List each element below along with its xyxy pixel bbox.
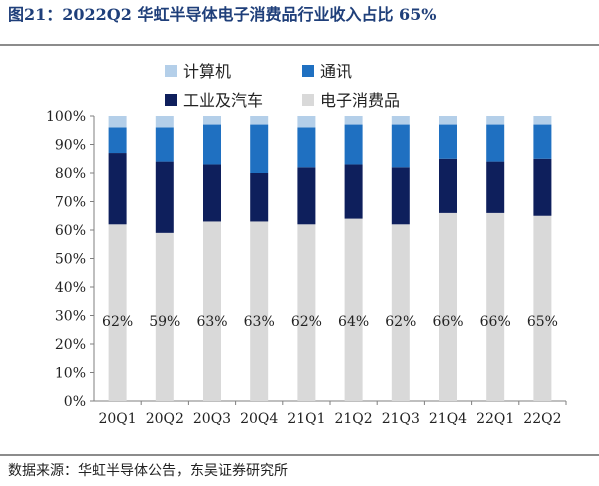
data-label: 62% — [102, 314, 133, 330]
bar-20q4-- — [250, 124, 269, 173]
source-note: 数据来源：华虹半导体公告，东吴证券研究所 — [8, 463, 288, 479]
bar-20q4-- — [250, 221, 269, 401]
x-tick-label: 21Q1 — [287, 411, 325, 427]
data-label: 62% — [385, 314, 416, 330]
bar-20q3-- — [203, 221, 221, 401]
bar-21q2-- — [344, 116, 363, 125]
bar-22q2-- — [533, 116, 552, 125]
legend-label: 通讯 — [320, 62, 352, 81]
chart-title: 图21：2022Q2 华虹半导体电子消费品行业收入占比 65% — [8, 5, 437, 24]
bar-21q3-- — [391, 116, 410, 125]
bar-21q4-- — [439, 158, 457, 213]
bar-21q1-- — [297, 127, 316, 168]
y-tick-label: 50% — [55, 252, 86, 268]
bar-20q2-- — [155, 127, 174, 162]
x-tick-label: 22Q2 — [523, 411, 561, 427]
legend-swatch — [302, 94, 314, 106]
bar-20q1-- — [108, 224, 127, 401]
bar-20q4-- — [250, 173, 269, 222]
x-tick-label: 20Q3 — [193, 411, 231, 427]
bar-22q2-- — [533, 124, 552, 159]
bars — [108, 116, 552, 401]
y-tick-label: 100% — [46, 109, 86, 125]
bar-21q4-- — [439, 124, 457, 159]
bar-21q4-- — [439, 116, 457, 125]
bar-22q2-- — [533, 215, 552, 401]
bar-20q4-- — [250, 116, 269, 125]
x-tick-label: 20Q4 — [240, 411, 278, 427]
data-label: 65% — [527, 314, 558, 330]
bar-20q1-- — [108, 153, 127, 225]
x-tick-label: 22Q1 — [476, 411, 514, 427]
x-tick-label: 21Q4 — [429, 411, 467, 427]
data-label: 62% — [291, 314, 322, 330]
bar-20q2-- — [155, 232, 174, 401]
bar-22q2-- — [533, 158, 552, 216]
bar-21q1-- — [297, 167, 316, 225]
legend-label: 计算机 — [183, 62, 231, 81]
legend-swatch — [165, 94, 177, 106]
x-tick-label: 20Q1 — [98, 411, 136, 427]
legend-label: 电子消费品 — [320, 91, 400, 110]
data-labels: 62% 59% 63% 63% 62% 64% 62% 66% 66% 65% — [102, 314, 558, 330]
x-tick-label: 21Q2 — [334, 411, 372, 427]
bar-20q3-- — [203, 116, 221, 125]
bar-20q3-- — [203, 124, 221, 165]
y-tick-label: 60% — [55, 223, 86, 239]
y-tick-label: 10% — [55, 366, 86, 382]
bar-22q1-- — [486, 212, 505, 401]
bottom-rule — [0, 454, 599, 456]
bar-21q1-- — [297, 116, 316, 128]
x-tick-label: 21Q3 — [382, 411, 420, 427]
y-tick-label: 30% — [55, 309, 86, 325]
legend-swatch — [165, 65, 177, 77]
bar-22q1-- — [486, 124, 505, 162]
y-tick-label: 70% — [55, 195, 86, 211]
y-tick-label: 40% — [55, 280, 86, 296]
bar-21q3-- — [391, 167, 410, 225]
data-label: 59% — [149, 314, 180, 330]
bar-20q2-- — [155, 116, 174, 128]
y-tick-label: 90% — [55, 138, 86, 154]
y-tick-label: 0% — [64, 394, 86, 410]
legend-swatch — [302, 65, 314, 77]
bar-21q2-- — [344, 164, 363, 219]
bar-20q2-- — [155, 161, 174, 233]
x-tick-label: 20Q2 — [146, 411, 184, 427]
y-tick-label: 80% — [55, 166, 86, 182]
data-label: 66% — [432, 314, 463, 330]
data-label: 63% — [244, 314, 275, 330]
bar-22q1-- — [486, 161, 505, 213]
bar-21q3-- — [391, 224, 410, 401]
bar-22q1-- — [486, 116, 505, 125]
axes: 0% 10% 20% 30% 40% 50% 60% 70% 80% 90% 100% 20Q1 20Q… — [46, 109, 567, 427]
top-rule — [0, 44, 599, 46]
data-label: 63% — [196, 314, 227, 330]
bar-21q3-- — [391, 124, 410, 168]
y-tick-label: 20% — [55, 337, 86, 353]
legend-label: 工业及汽车 — [183, 91, 263, 110]
bar-20q3-- — [203, 164, 221, 222]
bar-20q1-- — [108, 116, 127, 128]
bar-21q2-- — [344, 124, 363, 165]
data-label: 66% — [480, 314, 511, 330]
bar-21q1-- — [297, 224, 316, 401]
data-label: 64% — [338, 314, 369, 330]
bar-20q1-- — [108, 127, 127, 154]
bar-21q4-- — [439, 212, 457, 401]
bar-21q2-- — [344, 218, 363, 401]
